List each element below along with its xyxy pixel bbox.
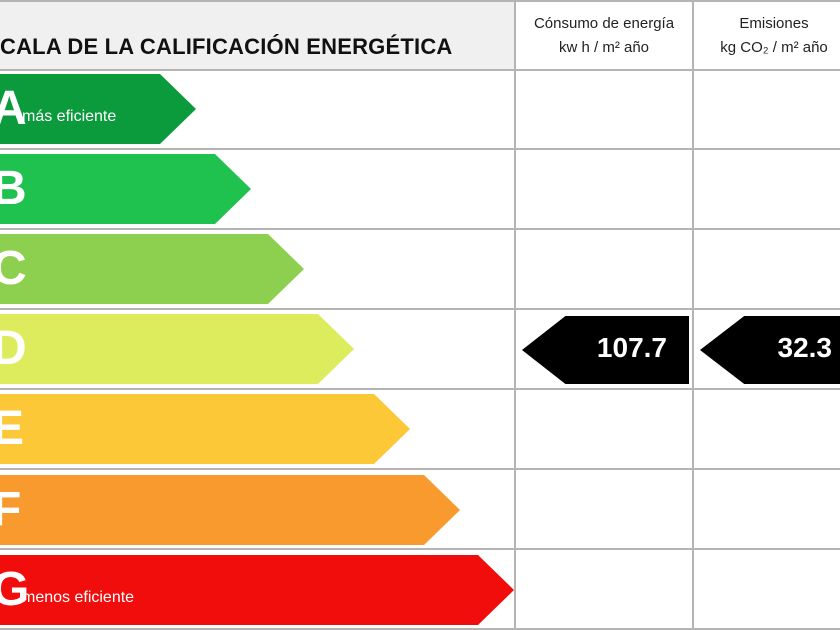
grid-line (0, 548, 840, 550)
grid-line (0, 148, 840, 150)
rating-letter: A (0, 82, 27, 135)
rating-arrow-f: F (0, 475, 460, 545)
emisiones-header-line2: kg CO₂ / m² año (720, 39, 828, 56)
rating-arrow-c: C (0, 234, 304, 304)
header-band (0, 0, 514, 69)
rating-letter: G (0, 563, 30, 616)
rating-arrow-g: G menos eficiente (0, 555, 514, 625)
rating-arrow-b: B (0, 154, 251, 224)
grid-line (0, 0, 840, 2)
rating-arrow-e: E (0, 394, 410, 464)
consumo-header-line2: kw h / m² año (558, 39, 650, 56)
rating-letter: E (0, 402, 25, 455)
emisiones-header-line1: Emisiones (739, 15, 809, 32)
grid-line (0, 468, 840, 470)
scale-title: CALA DE LA CALIFICACIÓN ENERGÉTICA (0, 34, 453, 59)
grid-line (0, 388, 840, 390)
rating-letter: C (0, 242, 27, 295)
rating-letter: B (0, 162, 27, 215)
grid-line (0, 228, 840, 230)
consumo-header-line1: Cónsumo de energía (533, 15, 675, 32)
emisiones-value: 32.3 (777, 332, 833, 363)
grid-line (514, 0, 516, 630)
rating-letter: F (0, 483, 22, 536)
grid-line (692, 0, 694, 630)
grid-line (0, 628, 840, 630)
emisiones-header: Emisiones kg CO₂ / m² año (694, 12, 840, 60)
rating-letter: D (0, 322, 27, 375)
consumo-header: Cónsumo de energía kw h / m² año (516, 12, 692, 60)
emisiones-value-arrow: 32.3 (700, 316, 840, 384)
rating-arrow-d: D (0, 314, 354, 384)
rating-arrow-a: A más eficiente (0, 74, 196, 144)
grid-line (0, 69, 840, 71)
rating-note: menos eficiente (22, 589, 135, 606)
consumo-value-arrow: 107.7 (522, 316, 689, 384)
grid-line (0, 308, 840, 310)
consumo-value: 107.7 (596, 332, 667, 363)
rating-note: más eficiente (22, 108, 117, 125)
